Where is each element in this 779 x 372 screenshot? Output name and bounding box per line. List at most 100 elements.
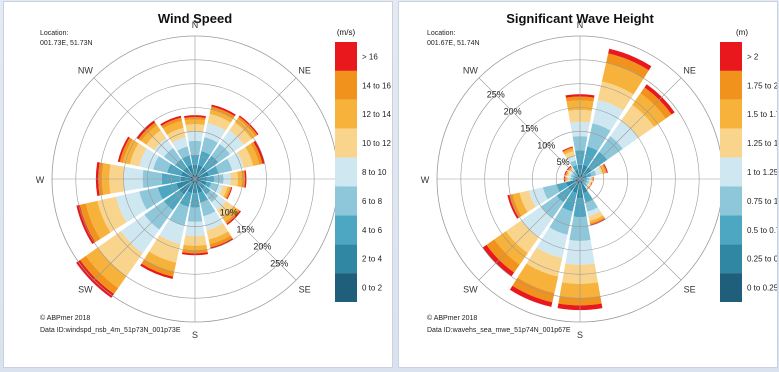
rose-segment-sse-5	[588, 211, 603, 221]
legend: > 16 14 to 16 12 to 14 10 to 12 8 to 10 6 to …	[335, 42, 391, 302]
rose-segment-nnw-4	[567, 155, 576, 163]
rose-segment-wnw-1	[181, 171, 191, 178]
direction-label-s: S	[577, 330, 583, 340]
rose-segment-ssw-8	[509, 285, 553, 307]
legend-unit: (m)	[736, 28, 748, 37]
rose-segment-sse-0	[195, 179, 198, 184]
rose-sectors	[482, 48, 675, 311]
legend-swatch	[335, 186, 357, 216]
rose-segment-ene-1	[582, 175, 587, 179]
rose-segment-nnw-2	[572, 165, 578, 171]
legend-swatch	[335, 70, 357, 100]
rose-segment-sse-6	[589, 215, 605, 224]
radial-tick-label: 25%	[270, 258, 288, 268]
rose-segment-sse-8	[210, 238, 234, 249]
rose-segment-ese-2	[205, 181, 212, 188]
rose-segment-wnw-6	[566, 171, 569, 177]
rose-segment-wnw-5	[129, 143, 147, 167]
rose-segment-nne-1	[196, 165, 203, 175]
rose-segment-wsw-8	[507, 194, 519, 219]
rose-segment-ese-5	[219, 185, 228, 197]
rose-segment-wsw-5	[97, 196, 127, 233]
rose-segment-nnw-4	[172, 137, 188, 151]
legend-label: 0.25 to 0.5	[747, 255, 777, 264]
rose-segment-ssw-1	[572, 183, 579, 193]
credit-text: © ABPmer 2018	[427, 314, 477, 322]
rose-segment-ese-1	[199, 180, 207, 186]
rose-segment-wnw-1	[575, 176, 578, 179]
rose-segment-wsw-0	[190, 179, 195, 182]
rose-segment-ese-6	[589, 181, 592, 186]
legend-label: 10 to 12	[362, 139, 391, 148]
rose-segment-wsw-2	[556, 182, 568, 192]
rose-segment-wnw-3	[153, 156, 171, 173]
rose-segment-nnw-7	[161, 117, 182, 129]
rose-segment-ese-6	[223, 186, 230, 199]
rose-segment-nne-2	[198, 151, 211, 167]
rose-segment-sse-5	[206, 223, 229, 240]
rose-segment-sse-1	[581, 183, 588, 193]
direction-label-se: SE	[684, 285, 696, 295]
rose-segment-ene-7	[250, 142, 263, 165]
rose-segment-wsw-6	[512, 192, 528, 216]
rose-segment-ene-6	[600, 164, 606, 174]
legend-swatch	[720, 157, 742, 187]
legend: > 2 1.75 to 2 1.5 to 1.75 1.25 to 1.5 1 to 1…	[720, 42, 777, 302]
grid-spoke	[478, 77, 581, 180]
rose-segment-ene-1	[199, 171, 209, 178]
direction-label-nw: NW	[463, 65, 478, 75]
rose-segment-nnw-8	[160, 115, 182, 126]
rose-segment-nne-5	[207, 113, 231, 131]
location-value: 001.67E, 51.74N	[427, 40, 480, 47]
rose-segment-nnw-3	[569, 160, 577, 167]
credit-text: © ABPmer 2018	[40, 314, 90, 322]
legend-swatch	[335, 99, 357, 129]
grid-spoke	[93, 77, 196, 180]
rose-segment-nnw-1	[187, 165, 194, 175]
radial-tick-label: 25%	[487, 90, 505, 100]
rose-segment-ese-7	[225, 186, 232, 199]
rose-segment-ese-2	[584, 180, 587, 183]
rose-segment-nne-8	[211, 104, 236, 117]
rose-segment-ssw-5	[526, 247, 563, 277]
rose-segment-ene-4	[227, 152, 244, 171]
rose-segment-wnw-8	[564, 170, 568, 176]
rose-segment-nne-4	[592, 99, 624, 131]
grid-spoke	[478, 178, 581, 281]
rose-segment-ene-4	[594, 167, 601, 176]
radial-tick-label: 10%	[220, 208, 238, 218]
legend-label: 8 to 10	[362, 168, 387, 177]
rose-segment-ssw-7	[141, 259, 175, 277]
rose-segment-nne-6	[601, 62, 644, 95]
data-id-text: Data ID:windspd_nsb_4m_51p73N_001p73E	[40, 327, 181, 334]
rose-segment-wsw-6	[85, 200, 111, 239]
radial-tick-label: 20%	[253, 241, 271, 251]
rose-segment-nnw-5	[564, 151, 575, 159]
rose-segment-wsw-7	[509, 194, 522, 218]
direction-label-n: N	[577, 20, 584, 30]
rose-segment-sse-6	[208, 231, 231, 245]
rose-segment-ene-8	[253, 140, 265, 164]
rose-segment-nnw-0	[577, 174, 580, 179]
rose-segment-ese-3	[209, 182, 219, 192]
rose-segment-nne-0	[580, 174, 583, 179]
rose-segment-ssw-0	[577, 179, 580, 184]
rose-segment-nnw-6	[163, 120, 184, 135]
rose-segment-ese-0	[195, 179, 200, 182]
legend-swatch	[335, 42, 357, 71]
location-value: 001.73E, 51.73N	[40, 40, 93, 47]
rose-segment-ese-4	[215, 184, 223, 195]
legend-swatch	[335, 273, 357, 302]
rose-segment-ssw-6	[517, 263, 559, 293]
legend-label: 0.75 to 1	[747, 197, 777, 206]
rose-segment-sse-7	[589, 217, 605, 225]
rose-segment-sse-0	[580, 179, 583, 184]
direction-label-sw: SW	[78, 285, 93, 295]
rose-segment-ese-4	[588, 181, 591, 185]
direction-label-ne: NE	[298, 65, 311, 75]
grid-spoke	[194, 178, 297, 281]
legend-unit: (m/s)	[337, 28, 356, 37]
rose-segment-wsw-3	[139, 187, 163, 210]
wind-speed-panel: Wind Speed Location: 001.73E, 51.73N © A…	[3, 1, 393, 368]
rose-segment-nne-3	[587, 123, 611, 151]
